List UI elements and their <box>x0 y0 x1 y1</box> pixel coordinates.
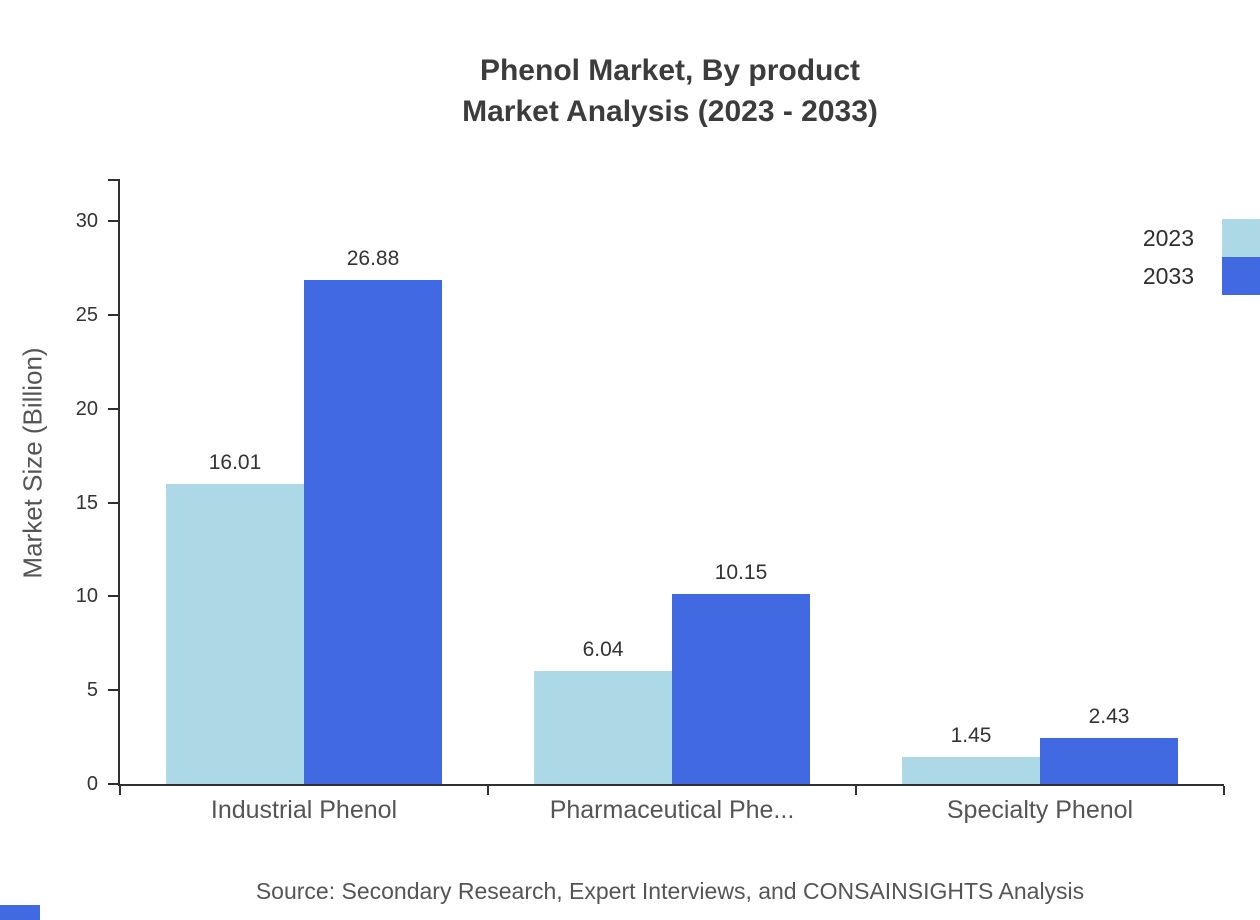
legend-label-2033: 2033 <box>1142 262 1194 289</box>
bar-value-label: 26.88 <box>346 246 400 270</box>
chart-title-line2: Market Analysis (2023 - 2033) <box>462 95 878 128</box>
legend-item-2033: 2033 <box>1143 257 1260 295</box>
bar-2033-3 <box>1040 738 1178 784</box>
bar-2033-1 <box>304 279 442 784</box>
bar-2023-2 <box>534 670 672 784</box>
category-label: Industrial Phenol <box>210 796 398 824</box>
x-axis-tick <box>487 786 489 795</box>
legend-swatch-2033 <box>1222 257 1260 295</box>
y-axis-tick <box>108 689 120 692</box>
source-note: Source: Secondary Research, Expert Inter… <box>255 878 1085 904</box>
bar-2023-3 <box>902 756 1040 784</box>
legend-swatch-2023 <box>1222 219 1260 257</box>
bar-value-label: 1.45 <box>950 723 992 747</box>
plot-area: 0 5 10 15 20 25 30 Industrial Phenol 16.01 26.88 P… <box>76 179 1225 824</box>
y-axis-tick <box>108 407 120 410</box>
y-axis-tick-label: 30 <box>75 210 98 232</box>
y-axis-tick-label: 0 <box>86 773 98 795</box>
legend-label-2023: 2023 <box>1142 224 1194 251</box>
y-axis-tick-label: 20 <box>75 397 98 420</box>
category-label: Pharmaceutical Phe... <box>549 796 795 824</box>
x-axis-tick <box>855 786 857 795</box>
bar-2023-1 <box>166 483 304 784</box>
y-axis-tick-label: 25 <box>75 303 98 326</box>
y-axis-tick-label: 15 <box>75 491 98 514</box>
bar-2033-2 <box>672 593 810 784</box>
y-axis-tick <box>108 220 120 222</box>
chart-title: Phenol Market, By product Market Analysi… <box>118 50 1222 132</box>
y-axis-tick <box>108 783 120 785</box>
category-label: Specialty Phenol <box>946 796 1134 824</box>
bar-value-label: 10.15 <box>714 560 768 584</box>
x-axis-tick <box>1223 786 1225 795</box>
y-axis-tick-label: 10 <box>75 585 98 608</box>
bar-value-label: 6.04 <box>582 637 624 661</box>
y-axis-tick <box>108 595 120 598</box>
y-axis-label: Market Size (Billion) <box>17 347 48 579</box>
chart-title-line1: Phenol Market, By product <box>479 54 861 87</box>
bar-value-label: 2.43 <box>1088 705 1130 729</box>
legend-item-2023: 2023 <box>1143 219 1260 257</box>
y-axis-tick-label: 5 <box>86 679 98 702</box>
corner-accent <box>0 905 40 920</box>
legend: 2023 2033 <box>1143 219 1260 295</box>
bar-value-label: 16.01 <box>208 450 262 474</box>
y-axis-end-tick <box>108 179 120 181</box>
y-axis-tick <box>108 501 120 504</box>
y-axis-tick <box>108 313 120 316</box>
x-axis-tick <box>119 786 121 795</box>
